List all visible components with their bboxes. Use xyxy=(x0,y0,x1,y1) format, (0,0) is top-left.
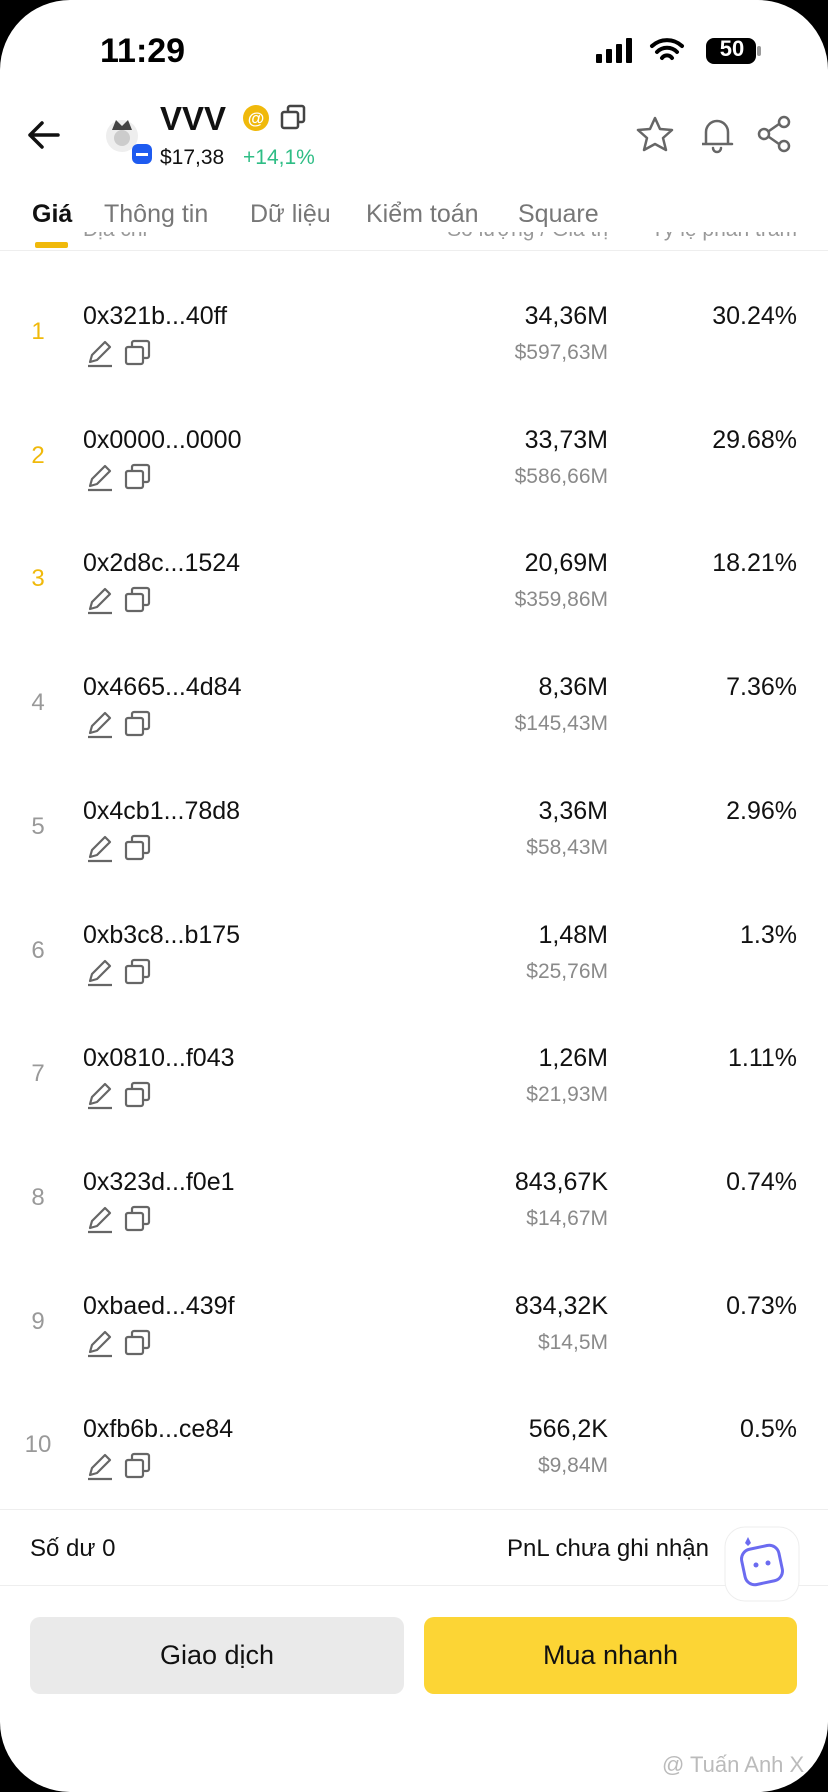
address: 0x0000...0000 xyxy=(83,425,242,454)
amount: 834,32K xyxy=(514,1291,608,1320)
address: 0x2d8c...1524 xyxy=(83,549,241,578)
tab[interactable]: Dữ liệu xyxy=(250,200,331,228)
percent: 0.73% xyxy=(726,1291,797,1320)
percent: 1.3% xyxy=(740,920,797,949)
row-actions[interactable] xyxy=(86,1451,156,1483)
rank: 7 xyxy=(31,1060,45,1088)
column-header: Địa chỉ Số lượng / Giá trị Tỷ lệ phần tr… xyxy=(0,232,828,252)
amount: 3,36M xyxy=(538,796,608,825)
header-actions[interactable] xyxy=(634,114,804,154)
rank: 8 xyxy=(31,1183,45,1211)
row-actions[interactable] xyxy=(86,338,156,370)
rank: 1 xyxy=(31,318,45,345)
percent: 7.36% xyxy=(726,673,797,702)
column-label: Tỷ lệ phần trăm xyxy=(651,232,797,242)
row-actions[interactable] xyxy=(86,462,156,494)
usd-value: $145,43M xyxy=(514,712,608,736)
percent: 30.24% xyxy=(712,302,797,330)
rank: 3 xyxy=(31,565,45,593)
token-logo xyxy=(106,120,152,164)
percent: 2.96% xyxy=(726,796,797,825)
percent: 29.68% xyxy=(712,425,797,454)
tab[interactable]: Kiểm toán xyxy=(366,200,479,228)
pnl: PnL chưa ghi nhận xyxy=(507,1535,709,1562)
address: 0xbaed...439f xyxy=(83,1291,235,1320)
usd-value: $21,93M xyxy=(526,1083,608,1107)
amount: 33,73M xyxy=(524,425,608,454)
address: 0x0810...f043 xyxy=(83,1044,235,1073)
address: 0xb3c8...b175 xyxy=(83,920,241,949)
watermark: @ Tuấn Anh X xyxy=(662,1752,805,1777)
tab[interactable]: Giá xyxy=(32,200,73,228)
usd-value: $597,63M xyxy=(514,341,608,364)
quick-buy-button[interactable]: Mua nhanh xyxy=(424,1617,797,1694)
divider xyxy=(0,1585,828,1586)
token-badges: @ xyxy=(243,104,306,131)
amount: 843,67K xyxy=(514,1167,608,1196)
divider xyxy=(0,250,828,251)
amount: 34,36M xyxy=(524,302,608,330)
usd-value: $14,5M xyxy=(537,1330,608,1354)
token-name: VVV xyxy=(160,100,227,137)
status-icons xyxy=(596,38,761,64)
address: 0x4cb1...78d8 xyxy=(83,796,241,825)
column-label: Địa chỉ xyxy=(83,232,147,242)
row-actions[interactable] xyxy=(86,1080,156,1112)
rank: 5 xyxy=(31,812,45,840)
percent: 0.74% xyxy=(726,1167,797,1196)
balance: Số dư 0 xyxy=(30,1535,116,1562)
trade-button[interactable]: Giao dịch xyxy=(30,1617,404,1694)
percent: 18.21% xyxy=(712,549,797,578)
usd-value: $586,66M xyxy=(514,464,608,488)
row-actions[interactable] xyxy=(86,833,156,865)
address: 0xfb6b...ce84 xyxy=(83,1415,234,1444)
row-actions[interactable] xyxy=(86,585,156,617)
assistant-button[interactable] xyxy=(723,1525,801,1603)
amount: 1,48M xyxy=(538,920,608,949)
address: 0x4665...4d84 xyxy=(83,673,242,702)
percent: 0.5% xyxy=(740,1415,797,1444)
rank: 6 xyxy=(31,936,45,964)
usd-value: $9,84M xyxy=(537,1454,608,1478)
row-actions[interactable] xyxy=(86,1328,156,1360)
amount: 566,2K xyxy=(528,1415,608,1444)
row-actions[interactable] xyxy=(86,709,156,741)
rank: 4 xyxy=(31,689,45,717)
tab[interactable]: Thông tin xyxy=(104,200,209,228)
svg-text:@: @ xyxy=(248,109,265,128)
column-label: Số lượng / Giá trị xyxy=(447,232,608,242)
usd-value: $25,76M xyxy=(526,959,608,983)
token-price: $17,38 xyxy=(160,146,225,169)
battery: 50 xyxy=(719,36,745,61)
tab-indicator xyxy=(35,242,68,248)
back-button[interactable] xyxy=(26,118,62,152)
amount: 8,36M xyxy=(538,673,608,702)
rank: 2 xyxy=(31,441,45,469)
divider xyxy=(0,1509,828,1510)
row-actions[interactable] xyxy=(86,957,156,989)
rank: 10 xyxy=(24,1431,52,1459)
time: 11:29 xyxy=(100,32,186,70)
address: 0x323d...f0e1 xyxy=(83,1167,235,1196)
percent: 1.11% xyxy=(727,1044,797,1073)
price-change: +14,1% xyxy=(243,146,315,169)
usd-value: $359,86M xyxy=(514,588,608,612)
rank: 9 xyxy=(31,1307,45,1335)
usd-value: $14,67M xyxy=(526,1206,608,1230)
amount: 1,26M xyxy=(538,1044,608,1073)
row-actions[interactable] xyxy=(86,1204,156,1236)
amount: 20,69M xyxy=(524,549,608,578)
tab[interactable]: Square xyxy=(518,200,599,228)
usd-value: $58,43M xyxy=(526,835,608,859)
address: 0x321b...40ff xyxy=(83,302,228,330)
